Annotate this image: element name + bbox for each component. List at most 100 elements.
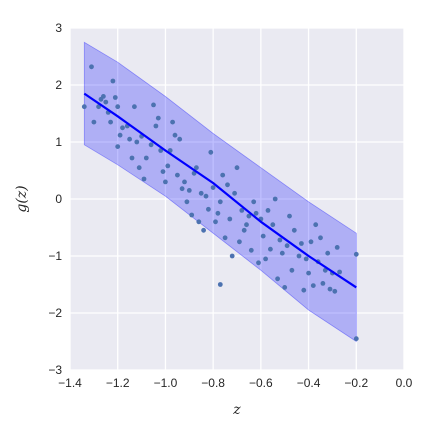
data-point bbox=[203, 193, 209, 199]
data-point bbox=[270, 222, 276, 228]
data-point bbox=[120, 125, 125, 131]
data-point bbox=[196, 219, 202, 225]
grid-lines bbox=[69, 27, 405, 371]
data-point bbox=[248, 247, 254, 253]
data-point bbox=[241, 227, 247, 233]
data-point bbox=[325, 250, 331, 256]
data-point bbox=[289, 267, 295, 273]
data-point bbox=[177, 136, 183, 142]
data-point bbox=[327, 286, 333, 292]
data-point bbox=[275, 276, 280, 282]
data-point bbox=[206, 206, 211, 212]
data-point bbox=[175, 172, 180, 178]
data-point bbox=[208, 149, 214, 155]
y-tick-label: −1 bbox=[48, 249, 62, 263]
x-tick-label: 0.0 bbox=[396, 376, 413, 390]
data-point bbox=[201, 227, 207, 233]
data-point bbox=[189, 212, 195, 218]
y-tick-label: 3 bbox=[55, 21, 62, 35]
y-tick-labels: −3 −2 −1 0 1 2 3 bbox=[48, 21, 62, 377]
data-point bbox=[210, 185, 216, 191]
x-tick-label: −0.2 bbox=[344, 376, 368, 390]
data-point bbox=[198, 190, 204, 196]
data-point bbox=[101, 94, 106, 99]
data-point bbox=[81, 104, 87, 110]
data-point bbox=[277, 237, 283, 243]
data-point bbox=[256, 260, 261, 266]
data-point bbox=[239, 208, 245, 213]
data-point bbox=[165, 163, 171, 169]
x-tick-label: −0.6 bbox=[249, 376, 273, 390]
data-point bbox=[320, 281, 326, 286]
data-point bbox=[112, 95, 118, 100]
data-point bbox=[141, 176, 147, 182]
data-point bbox=[132, 104, 137, 110]
data-point bbox=[115, 144, 121, 150]
data-point bbox=[155, 115, 161, 121]
data-point bbox=[253, 210, 259, 216]
data-point bbox=[268, 246, 273, 252]
data-point bbox=[244, 222, 249, 228]
data-point bbox=[237, 239, 242, 245]
data-point bbox=[291, 227, 297, 233]
data-point bbox=[296, 253, 302, 259]
data-point bbox=[263, 256, 268, 262]
data-point bbox=[301, 287, 307, 293]
y-tick-label: −3 bbox=[48, 363, 62, 377]
data-point bbox=[194, 165, 199, 171]
data-point bbox=[232, 190, 238, 196]
data-point bbox=[108, 119, 113, 125]
data-point bbox=[103, 99, 109, 105]
data-point bbox=[127, 136, 132, 142]
data-point bbox=[337, 269, 342, 275]
data-point bbox=[284, 243, 290, 249]
data-point bbox=[260, 233, 266, 239]
data-point bbox=[213, 219, 218, 225]
y-tick-label: −2 bbox=[48, 306, 62, 320]
data-point bbox=[306, 270, 311, 276]
y-tick-label: 0 bbox=[55, 192, 62, 206]
data-point bbox=[222, 235, 228, 241]
y-tick-label: 1 bbox=[55, 135, 62, 149]
y-tick-label: 2 bbox=[55, 78, 62, 92]
data-point bbox=[282, 285, 288, 290]
data-point bbox=[115, 104, 121, 110]
data-point bbox=[160, 169, 166, 175]
data-point bbox=[225, 182, 230, 188]
data-point bbox=[251, 199, 257, 205]
data-point bbox=[272, 196, 278, 202]
data-point bbox=[287, 213, 292, 219]
data-point bbox=[186, 188, 192, 193]
data-point bbox=[299, 241, 304, 246]
data-point bbox=[265, 208, 271, 213]
x-tick-label: −1.4 bbox=[58, 376, 82, 390]
data-point bbox=[318, 235, 323, 241]
x-tick-label: −1.2 bbox=[106, 376, 130, 390]
y-axis-label: g(z) bbox=[14, 185, 30, 212]
data-point bbox=[151, 102, 156, 108]
data-point bbox=[229, 253, 235, 259]
x-tick-label: −0.8 bbox=[201, 376, 225, 390]
x-tick-labels: −1.4 −1.2 −1.0 −0.8 −0.6 −0.4 −0.2 0.0 bbox=[58, 376, 413, 390]
data-point bbox=[332, 288, 338, 294]
data-point bbox=[303, 256, 309, 262]
data-point bbox=[182, 179, 187, 185]
data-point bbox=[308, 239, 314, 245]
data-point bbox=[117, 132, 123, 138]
data-point bbox=[172, 132, 178, 138]
data-point bbox=[153, 123, 159, 129]
data-point bbox=[220, 172, 226, 178]
x-tick-label: −0.4 bbox=[297, 376, 321, 390]
data-point bbox=[143, 155, 149, 161]
data-point bbox=[353, 251, 359, 257]
x-axis-label: z bbox=[232, 402, 241, 418]
data-point bbox=[217, 199, 223, 205]
data-point bbox=[310, 283, 316, 288]
data-point bbox=[129, 155, 135, 161]
data-point bbox=[91, 119, 97, 125]
data-point bbox=[227, 216, 233, 222]
data-point bbox=[170, 119, 176, 125]
data-point bbox=[215, 210, 221, 216]
